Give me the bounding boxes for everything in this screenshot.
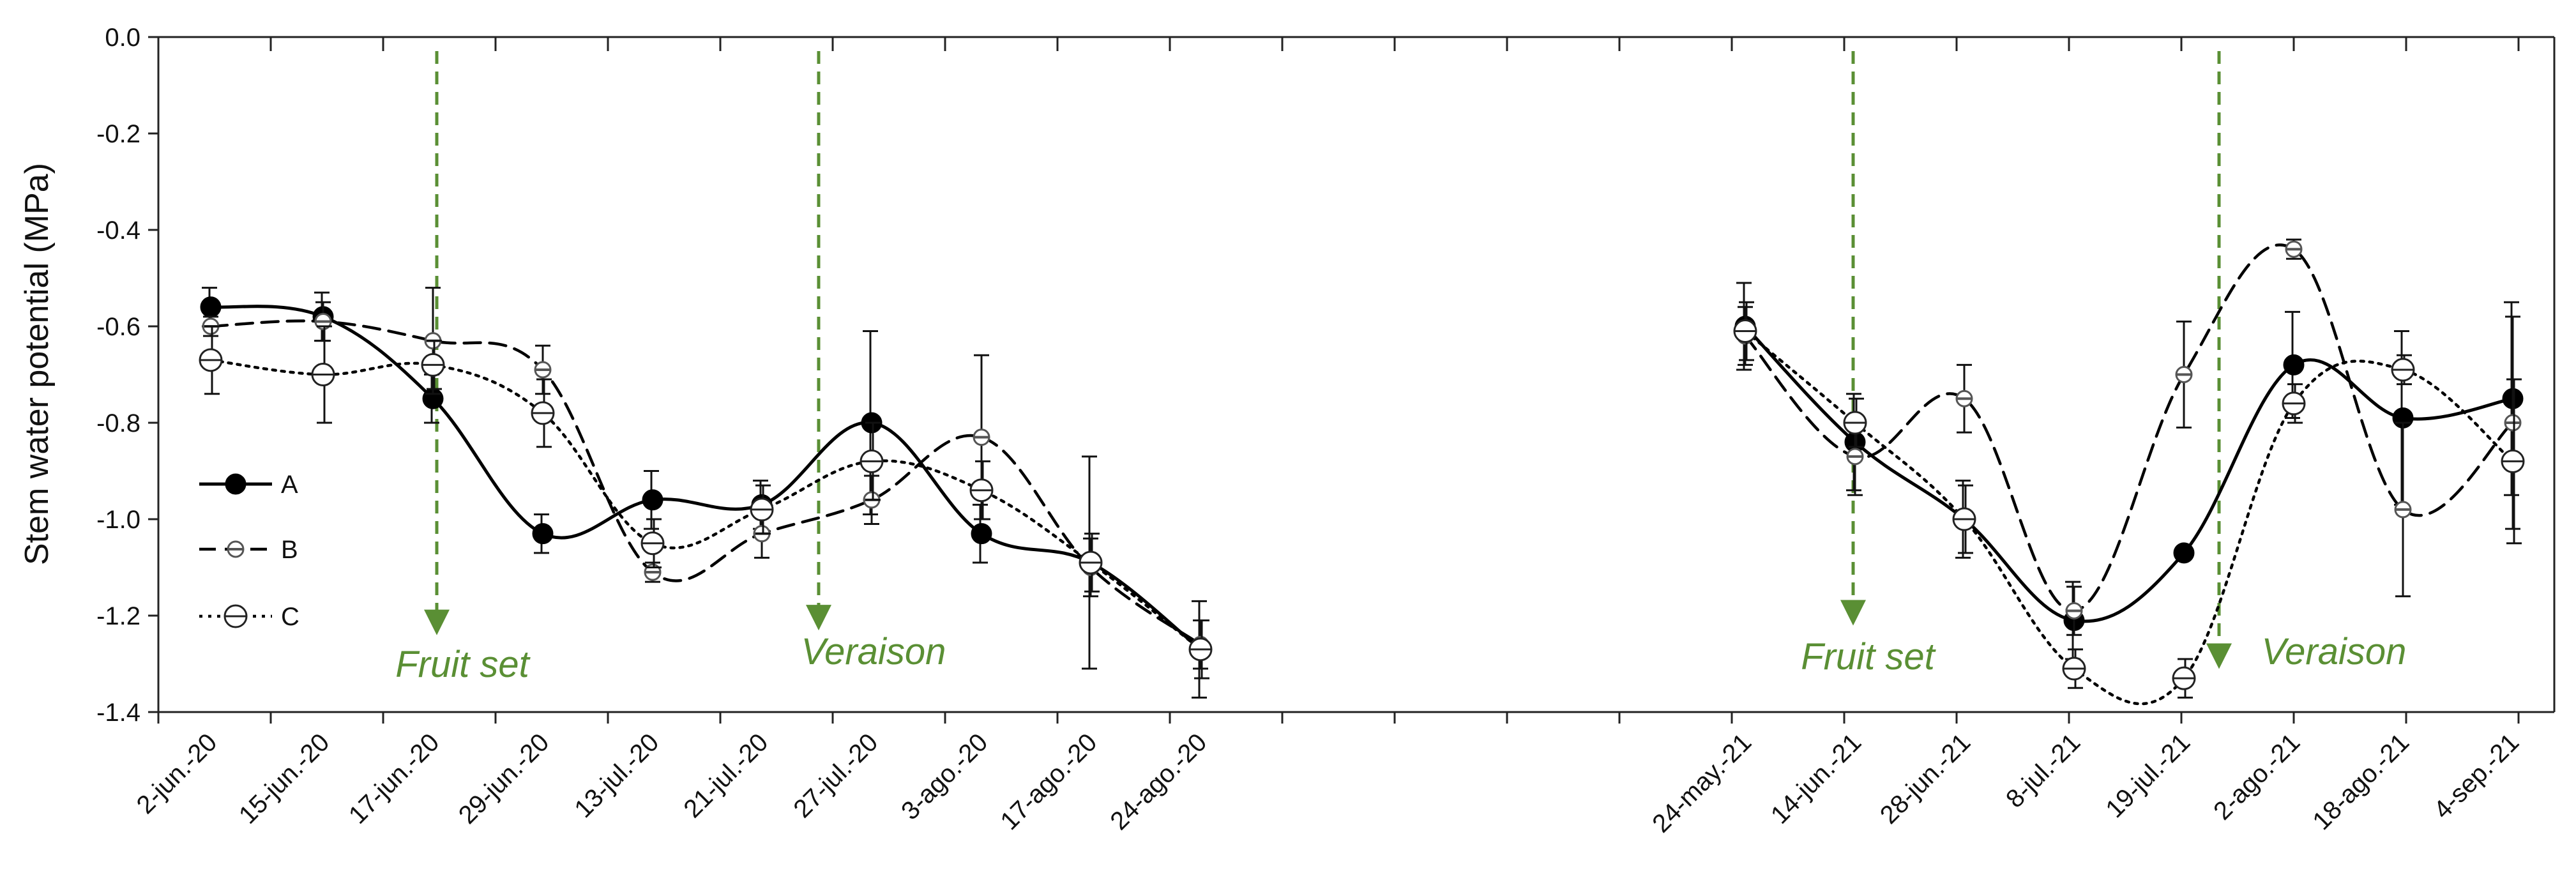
data-point [199,348,223,372]
data-point [2394,501,2412,519]
legend-marker [225,473,246,495]
annotation-label: Veraison [801,631,946,672]
data-point [1733,319,1757,344]
x-tick-label: 27-jul.-20 [788,728,883,823]
y-tick-label: -0.8 [96,409,140,437]
x-axis-ticks: 2-jun.-20 15-jun.-20 17-jun.-20 29-jun.-20 1… [132,728,2525,838]
x-tick-label: 2-jun.-20 [132,728,223,819]
data-point [311,363,335,386]
data-point [2065,602,2083,619]
data-point [2285,240,2303,258]
legend-item-B: B [199,536,298,564]
x-tick-label: 3-ago.-20 [896,728,993,825]
x-tick-label: 2-ago.-21 [2208,728,2305,825]
series-C [199,301,2525,706]
x-tick-label: 8-jul.-21 [2001,728,2086,813]
series-line [209,319,1202,646]
data-point [1955,390,1973,407]
y-tick-label: -1.0 [96,506,140,534]
data-point [2501,449,2525,473]
annotation-label: Fruit set [1801,636,1936,678]
data-point [314,312,332,330]
chart-axes [157,36,2556,724]
x-tick-label: 15-jun.-20 [234,728,335,829]
y-tick-label: -0.4 [96,216,140,245]
data-point [2173,542,2195,564]
series-line [1743,243,2515,612]
data-point [640,531,665,556]
y-tick-label: 0.0 [105,24,140,52]
y-tick-label: -1.4 [96,699,140,727]
data-point [421,353,445,377]
data-point [2282,391,2306,416]
x-tick-label: 17-jun.-20 [344,728,444,829]
data-point [200,296,222,318]
data-point [2175,366,2193,383]
phenology-annotations: Fruit set Veraison Fruit set Veraison [395,51,2406,685]
series-line [209,305,1202,651]
legend-marker [224,604,248,628]
series-line [1743,330,2515,706]
data-point [973,429,990,446]
legend-item-C: C [199,603,299,631]
annotation-label: Fruit set [395,644,531,685]
data-point [1846,448,1864,466]
data-point [642,489,663,511]
series-B [202,238,2522,670]
x-tick-label: 19-jul.-21 [2100,728,2195,823]
legend-label: B [281,536,298,564]
data-point [750,497,774,522]
legend-marker [227,540,245,558]
series-line [209,358,1202,651]
x-tick-label: 13-jul.-20 [569,728,664,823]
x-tick-label: 21-jul.-20 [678,728,773,823]
data-point [971,523,992,545]
data-point [1079,550,1103,575]
data-point [2283,354,2305,376]
legend-label: A [281,471,298,499]
data-point [2391,358,2415,382]
legend: A B C [199,471,299,631]
x-tick-label: 24-ago.-20 [1105,728,1212,835]
data-point [2062,656,2086,681]
annotation-label: Veraison [2262,631,2407,672]
data-point [860,449,884,473]
y-tick-label: -0.6 [96,313,140,341]
data-point [1843,411,1867,435]
x-tick-label: 24-may.-21 [1647,728,1757,838]
data-point [644,563,662,581]
y-tick-label: -0.2 [96,120,140,148]
data-series [199,238,2525,706]
data-point [1952,507,1976,531]
data-point [969,478,994,503]
data-point [2172,666,2196,690]
data-point [2504,414,2522,432]
x-tick-label: 17-ago.-20 [995,728,1102,835]
y-axis-ticks: 0.0 -0.2 -0.4 -0.6 -0.8 -1.0 -1.2 -1.4 [96,24,158,727]
y-axis-label: Stem water potential (MPa) [19,163,56,565]
x-tick-label: 29-jun.-20 [453,728,554,829]
x-tick-label: 18-ago.-21 [2307,728,2414,835]
data-point [1188,637,1213,662]
x-tick-label: 14-jun.-21 [1766,728,1867,829]
data-point [532,523,554,545]
legend-label: C [281,603,299,631]
legend-item-A: A [199,471,298,499]
data-point [534,361,552,379]
x-tick-label: 28-jun.-21 [1875,728,1976,829]
x-tick-label: 4-sep.-21 [2428,728,2525,824]
y-tick-label: -1.2 [96,602,140,630]
data-point [531,401,555,425]
